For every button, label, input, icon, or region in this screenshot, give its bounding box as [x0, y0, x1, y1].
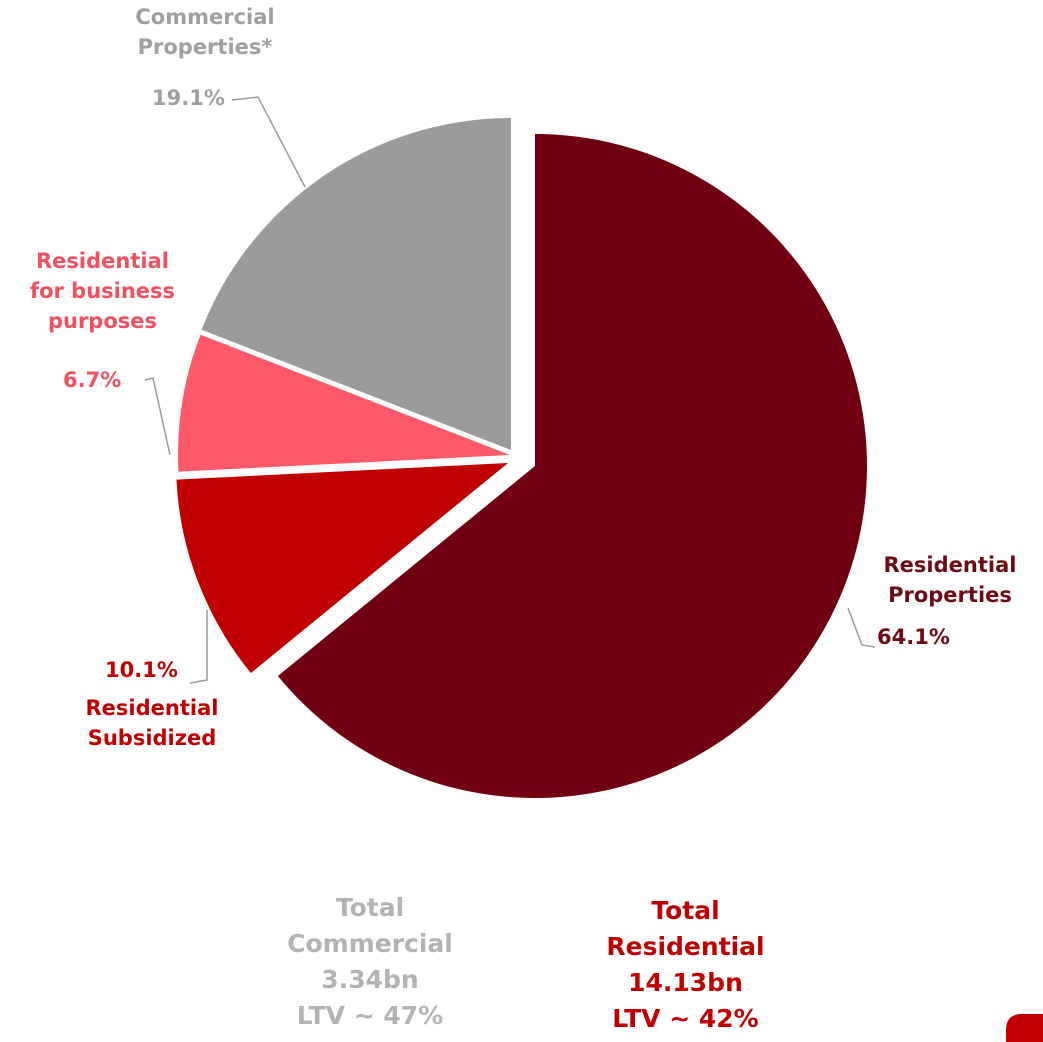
total-residential-line: Residential: [606, 932, 765, 961]
leader-line-residential-subsidized: [189, 610, 208, 684]
leader-line-commercial: [231, 96, 306, 188]
pie-slice-commercial-properties: [201, 118, 512, 450]
pie-slice-residential-for-business-purposes: [178, 334, 510, 472]
total-commercial-line: LTV ~ 47%: [296, 1001, 444, 1030]
residential-properties-label: Residential Properties: [860, 550, 1040, 610]
leader-line-residential-properties: [847, 607, 876, 648]
subsidized-label-line: Residential: [85, 696, 219, 720]
business-label-line: Residential: [36, 249, 169, 273]
commercial-properties-label: Commercial Properties*: [105, 2, 305, 62]
residential-subsidized-label: Residential Subsidized: [62, 693, 242, 753]
total-commercial-line: 3.34bn: [321, 965, 419, 994]
total-commercial-block: Total Commercial 3.34bn LTV ~ 47%: [270, 890, 470, 1034]
total-residential-line: LTV ~ 42%: [612, 1004, 759, 1033]
commercial-label-line: Properties*: [137, 35, 273, 59]
total-residential-line: 14.13bn: [628, 968, 743, 997]
leader-line-business: [144, 377, 171, 456]
corner-logo-icon: [1006, 1014, 1043, 1042]
subsidized-label-line: Subsidized: [87, 726, 217, 750]
total-commercial-line: Commercial: [287, 929, 453, 958]
resprop-label-line: Properties: [888, 583, 1012, 607]
pie-slice-residential-subsidized: [176, 463, 509, 674]
resprop-label-line: Residential: [883, 553, 1017, 577]
commercial-properties-value: 19.1%: [152, 86, 225, 110]
residential-subsidized-value: 10.1%: [105, 658, 178, 682]
total-residential-line: Total: [651, 896, 720, 925]
residential-business-value: 6.7%: [63, 368, 122, 392]
business-label-line: for business: [29, 279, 176, 303]
pie-slice-residential-properties: [277, 134, 867, 798]
total-residential-block: Total Residential 14.13bn LTV ~ 42%: [583, 893, 788, 1037]
residential-business-label: Residential for business purposes: [0, 246, 205, 336]
pie-slices: [176, 118, 867, 798]
total-commercial-line: Total: [335, 893, 405, 922]
business-label-line: purposes: [47, 309, 158, 333]
residential-properties-value: 64.1%: [877, 625, 950, 649]
commercial-label-line: Commercial: [135, 5, 275, 29]
leader-lines: [144, 96, 876, 684]
